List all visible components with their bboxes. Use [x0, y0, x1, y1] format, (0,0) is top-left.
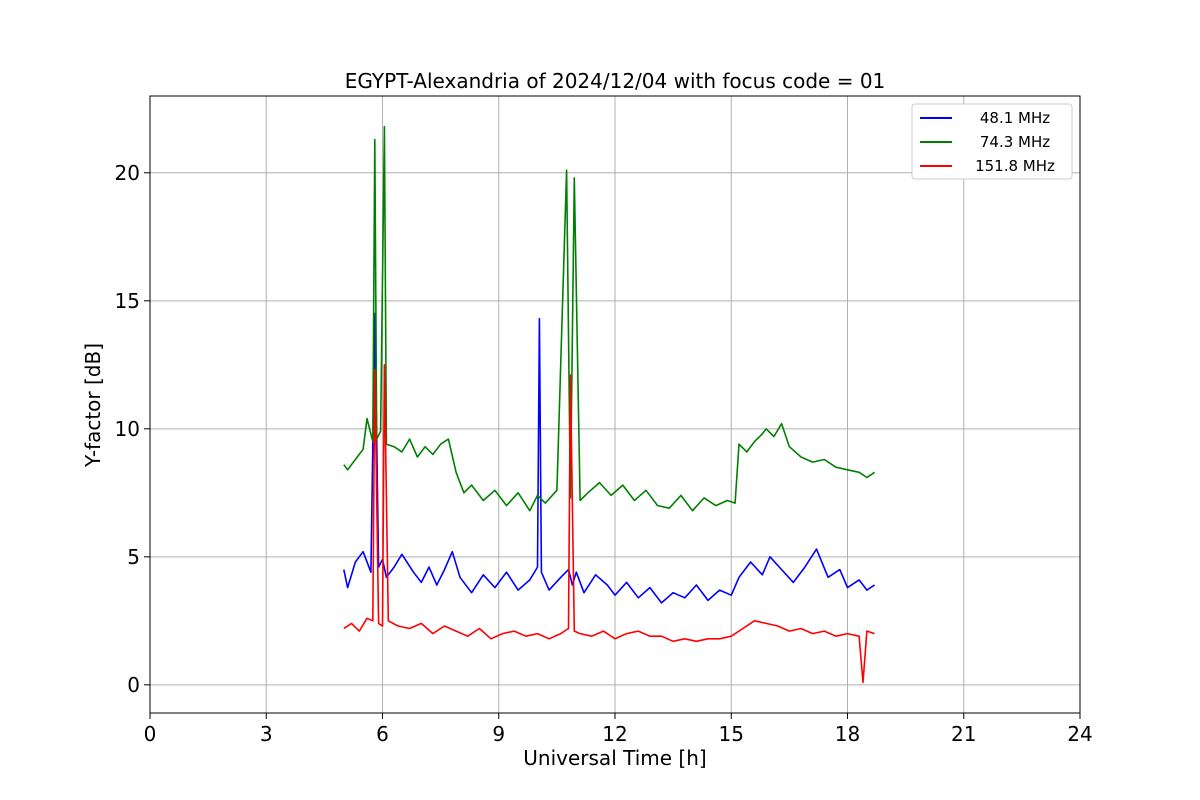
series-layer: [343, 125, 876, 684]
x-tick-label: 3: [260, 722, 273, 746]
legend-label: 74.3 MHz: [980, 133, 1050, 151]
legend-box: [911, 103, 1073, 180]
y-tick-label: 5: [127, 545, 140, 569]
x-tick-label: 12: [602, 722, 627, 746]
y-axis-label: Y-factor [dB]: [81, 343, 105, 468]
x-tick-label: 24: [1067, 722, 1092, 746]
y-tick-label: 10: [115, 417, 140, 441]
x-axis-label: Universal Time [h]: [523, 746, 706, 770]
series-line-74-3-mhz: [343, 125, 876, 512]
x-tick-label: 0: [144, 722, 157, 746]
y-axis: 0 5 10 15 20: [115, 161, 150, 697]
x-tick-label: 15: [719, 722, 744, 746]
y-tick-label: 20: [115, 161, 140, 185]
chart-title: EGYPT-Alexandria of 2024/12/04 with focu…: [345, 69, 886, 93]
x-tick-label: 21: [951, 722, 976, 746]
legend: 48.1 MHz 74.3 MHz 151.8 MHz: [911, 103, 1073, 180]
series-line-151-8-mhz: [343, 363, 875, 684]
legend-label: 48.1 MHz: [980, 109, 1050, 127]
y-tick-label: 15: [115, 289, 140, 313]
series-line-48-1-mhz: [343, 312, 876, 604]
legend-label: 151.8 MHz: [975, 157, 1055, 175]
x-tick-label: 18: [835, 722, 860, 746]
y-tick-label: 0: [127, 673, 140, 697]
x-tick-label: 9: [492, 722, 505, 746]
x-axis: 0 3 6 9 12 15 18 21 24: [144, 713, 1093, 746]
x-tick-label: 6: [376, 722, 389, 746]
